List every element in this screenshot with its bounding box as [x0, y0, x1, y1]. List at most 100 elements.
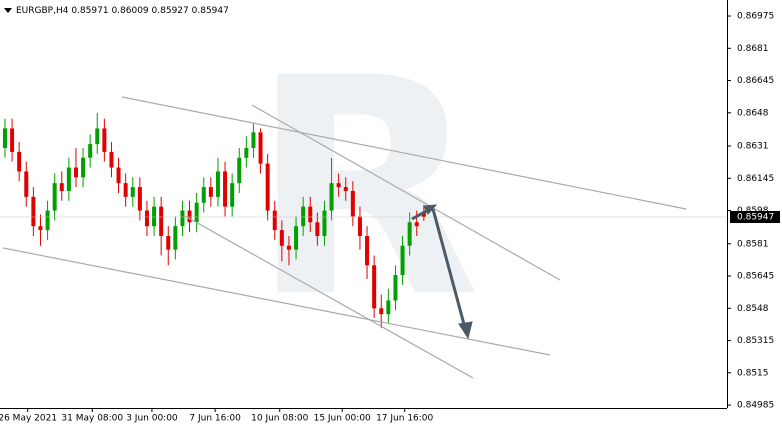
x-tick-label: 17 Jun 16:00: [376, 414, 433, 424]
x-tick-label: 3 Jun 00:00: [126, 414, 178, 424]
symbol: EURGBP,H4: [16, 6, 69, 16]
candle-body: [31, 196, 36, 227]
header-icon: [4, 8, 12, 13]
candle-body: [159, 206, 164, 236]
trend-lines: [2, 96, 687, 379]
candle-body: [45, 210, 50, 231]
candle-body: [301, 206, 306, 227]
y-tick-label: 0.8681: [737, 44, 769, 54]
y-tick-label: 0.86975: [737, 12, 774, 22]
candle-body: [88, 144, 93, 158]
candle-body: [244, 147, 249, 158]
y-tick-label: 0.8548: [737, 304, 769, 314]
x-tick-label: 26 May 2021: [0, 414, 57, 424]
candle-body: [137, 187, 142, 211]
candle-body: [343, 187, 348, 191]
x-tick-label: 15 Jun 00:00: [314, 414, 371, 424]
trend-line: [184, 215, 474, 379]
candle-body: [66, 167, 71, 191]
candle-body: [215, 171, 220, 197]
candle-body: [130, 187, 135, 197]
y-tick-label: 0.8581: [737, 239, 769, 249]
candle-body: [407, 222, 412, 246]
candle-body: [315, 222, 320, 236]
candle-body: [336, 183, 341, 188]
candle-body: [421, 212, 426, 218]
candle-body: [95, 128, 100, 145]
candle-body: [322, 210, 327, 236]
candle-body: [10, 128, 15, 152]
candle-body: [350, 190, 355, 217]
candle-body: [357, 216, 362, 236]
candle-body: [24, 171, 29, 197]
x-tick-label: 31 May 08:00: [61, 414, 123, 424]
low-value: 0.85927: [152, 6, 189, 16]
candle-body: [109, 151, 114, 168]
candle-body: [102, 128, 107, 152]
y-tick-label: 0.8648: [737, 108, 769, 118]
candle-body: [38, 226, 43, 231]
candle-body: [414, 222, 419, 227]
y-tick-label: 0.85315: [737, 336, 774, 346]
candle-body: [379, 308, 384, 315]
candle-body: [208, 187, 213, 197]
candle-body: [201, 187, 206, 203]
candle-body: [279, 230, 284, 246]
candle-body: [144, 210, 149, 227]
y-tick-label: 0.8515: [737, 368, 769, 378]
candle-body: [286, 245, 291, 250]
arrow-head: [458, 321, 473, 340]
candle-body: [81, 157, 86, 178]
trend-line: [2, 247, 551, 356]
candle-body: [180, 210, 185, 227]
candle-body: [237, 157, 242, 184]
candle-body: [251, 132, 256, 148]
candle-body: [152, 206, 157, 227]
candle-body: [194, 202, 199, 223]
candle-body: [59, 183, 64, 191]
close-value: 0.85947: [192, 6, 229, 16]
candle-body: [166, 235, 171, 250]
y-tick-label: 0.85645: [737, 272, 774, 282]
candle-body: [52, 183, 57, 211]
candle-body: [308, 206, 313, 223]
candle-body: [223, 171, 228, 207]
candle-body: [73, 167, 78, 178]
candle-body: [386, 300, 391, 315]
y-tick-label: 0.8631: [737, 142, 769, 152]
candle-body: [2, 128, 7, 148]
candle-body: [230, 183, 235, 207]
y-tick-label: 0.86145: [737, 174, 774, 184]
last-price-box: [730, 211, 780, 224]
forecast-arrow: [411, 204, 473, 340]
header-text: EURGBP,H4 0.85971 0.86009 0.85927 0.8594…: [16, 6, 229, 16]
x-tick-label: 7 Jun 16:00: [189, 414, 241, 424]
trend-line: [121, 96, 687, 210]
candle-body: [258, 132, 263, 164]
arrow-segment: [431, 208, 467, 329]
last-price-label: 0.85947: [737, 213, 774, 223]
open-value: 0.85971: [71, 6, 108, 16]
candle-body: [393, 275, 398, 301]
candle-body: [265, 163, 270, 211]
candle-body: [329, 183, 334, 211]
y-tick-label: 0.86645: [737, 76, 774, 86]
high-value: 0.86009: [111, 6, 148, 16]
header: EURGBP,H4 0.85971 0.86009 0.85927 0.8594…: [4, 6, 229, 16]
candle-body: [400, 245, 405, 276]
candle-body: [365, 235, 370, 266]
y-tick-label: 0.84985: [737, 401, 774, 411]
candle-body: [116, 167, 121, 184]
candle-body: [272, 210, 277, 231]
candle-body: [187, 210, 192, 223]
trend-line: [251, 104, 561, 281]
candle-body: [17, 151, 22, 172]
candle-body: [123, 183, 128, 197]
candle-body: [294, 226, 299, 250]
x-tick-label: 10 Jun 08:00: [251, 414, 308, 424]
watermark: R: [250, 14, 481, 363]
candle-body: [173, 226, 178, 250]
